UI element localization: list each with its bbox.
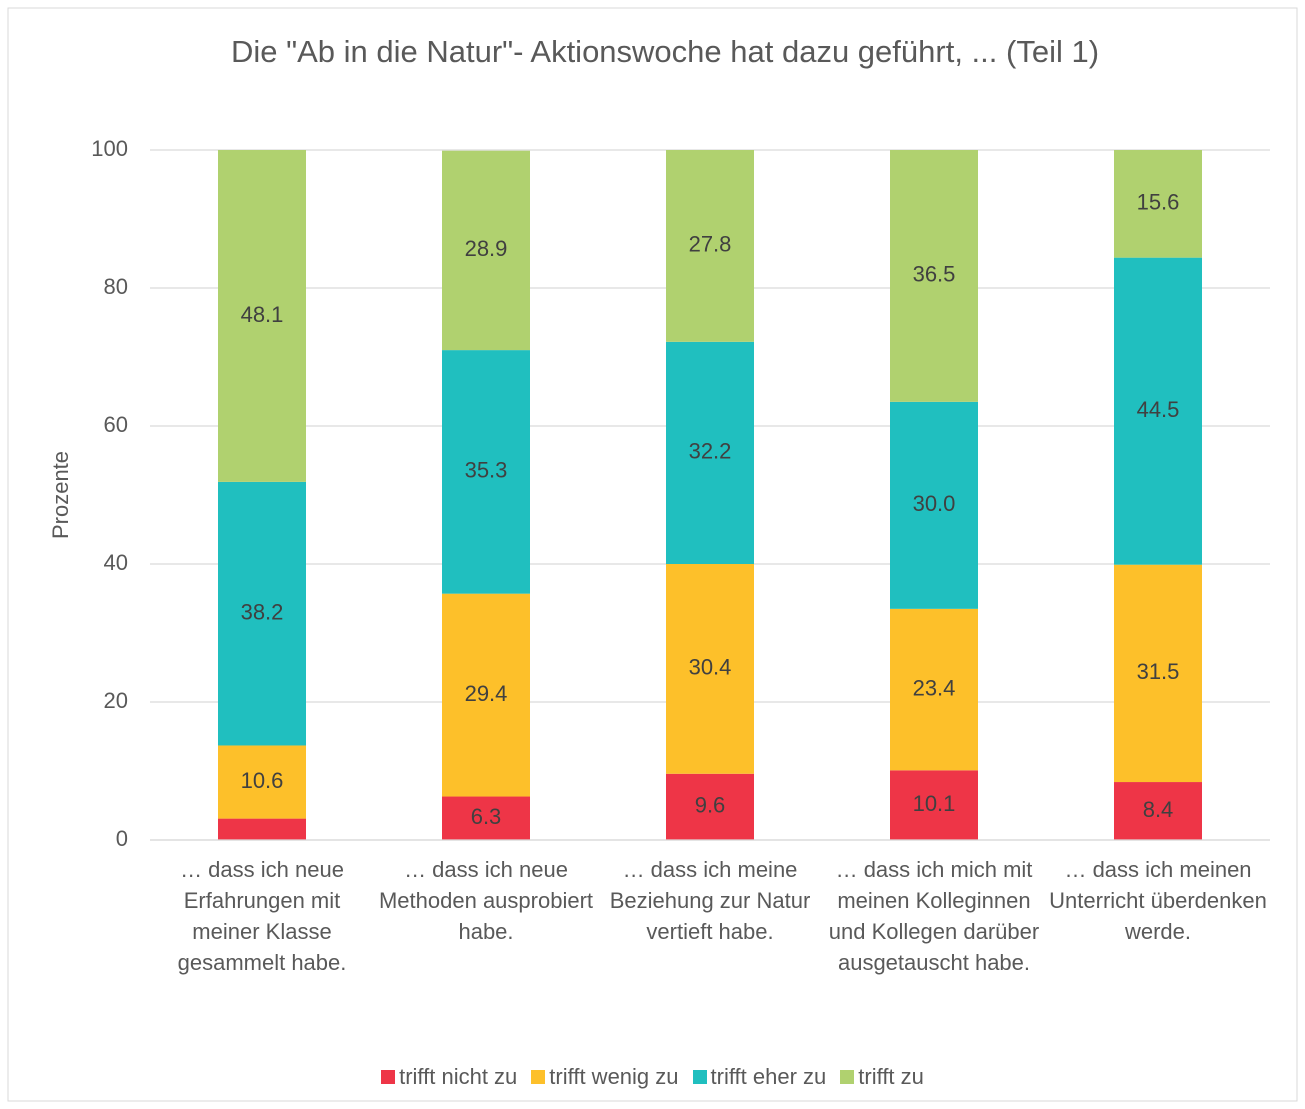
bar-segment <box>890 401 978 609</box>
y-tick-label: 80 <box>104 274 128 299</box>
data-label: 10.1 <box>913 791 956 816</box>
x-tick-label: … dass ich neue Methoden ausprobiert hab… <box>378 857 594 944</box>
data-label: 8.4 <box>1143 797 1174 822</box>
bar-segment <box>666 564 754 774</box>
data-label: 28.9 <box>465 236 508 261</box>
y-tick-label: 60 <box>104 412 128 437</box>
bar-segment <box>1114 782 1202 840</box>
x-tick-label: … dass ich meinen Unterricht überdenken … <box>1049 857 1267 944</box>
legend-item: trifft nicht zu <box>381 1064 517 1090</box>
legend-item: trifft eher zu <box>692 1064 827 1090</box>
legend-label: trifft wenig zu <box>549 1064 679 1089</box>
data-label: 32.2 <box>689 439 732 464</box>
x-tick-box: … dass ich meinen Unterricht überdenken … <box>1049 857 1267 944</box>
bar-segment <box>218 150 306 482</box>
legend-swatch <box>531 1070 546 1084</box>
data-label: 10.6 <box>241 768 284 793</box>
data-label: 30.4 <box>689 655 732 680</box>
legend-swatch <box>692 1070 707 1084</box>
legend-swatch <box>840 1070 855 1084</box>
x-tick-label: … dass ich meine Beziehung zur Natur ver… <box>609 857 811 944</box>
data-label: 30.0 <box>913 491 956 516</box>
data-label: 48.1 <box>241 302 284 327</box>
y-tick-label: 0 <box>116 826 128 851</box>
chart-title: Die "Ab in die Natur"- Aktionswoche hat … <box>230 34 1100 69</box>
bar-segment <box>890 770 978 840</box>
x-tick-box: … dass ich neue Erfahrungen mit meiner K… <box>177 857 347 975</box>
legend-label: trifft eher zu <box>710 1064 827 1089</box>
bar-segment <box>442 593 530 797</box>
bar-segment <box>890 608 978 771</box>
y-tick-label: 100 <box>91 136 128 161</box>
legend-label: trifft nicht zu <box>399 1064 518 1089</box>
data-label: 31.5 <box>1137 659 1180 684</box>
data-label: 6.3 <box>471 804 502 829</box>
bar-segment <box>218 481 306 746</box>
legend-label: trifft zu <box>858 1064 924 1089</box>
bar-segment <box>666 773 754 840</box>
bar-segment <box>890 150 978 402</box>
bar-segment <box>442 796 530 840</box>
bar-segment <box>1114 564 1202 783</box>
bar-segment <box>218 745 306 819</box>
legend: trifft nicht zu trifft wenig zu trifft ehe… <box>20 1064 1285 1090</box>
legend-item: trifft zu <box>840 1064 924 1090</box>
y-tick-label: 20 <box>104 688 128 713</box>
data-label: 35.3 <box>465 458 508 483</box>
legend-box: trifft nicht zu trifft wenig zu trifft ehe… <box>20 1064 1285 1090</box>
data-label: 29.4 <box>465 681 508 706</box>
title-box: Die "Ab in die Natur"- Aktionswoche hat … <box>230 34 1100 69</box>
x-tick-label: … dass ich neue Erfahrungen mit meiner K… <box>177 857 347 975</box>
x-tick-box: … dass ich mich mit meinen Kolleginnen u… <box>828 857 1040 975</box>
bar-segment <box>666 341 754 564</box>
bar-segment <box>218 818 306 840</box>
bar-segment <box>666 150 754 342</box>
data-label: 15.6 <box>1137 190 1180 215</box>
x-tick-box: … dass ich neue Methoden ausprobiert hab… <box>378 857 594 944</box>
bar-segment <box>442 150 530 351</box>
data-label: 38.2 <box>241 599 284 624</box>
x-tick-box: … dass ich meine Beziehung zur Natur ver… <box>609 857 811 944</box>
bar-segment <box>1114 257 1202 565</box>
data-label: 36.5 <box>913 262 956 287</box>
data-label: 23.4 <box>913 675 956 700</box>
data-label: 44.5 <box>1137 397 1180 422</box>
y-tick-label: 40 <box>104 550 128 575</box>
bar-segment <box>1114 150 1202 258</box>
y-axis-label: Prozente <box>48 451 73 539</box>
data-label: 27.8 <box>689 232 732 257</box>
x-tick-label: … dass ich mich mit meinen Kolleginnen u… <box>828 857 1040 975</box>
legend-swatch <box>381 1070 396 1084</box>
legend-item: trifft wenig zu <box>531 1064 679 1090</box>
bar-segment <box>442 350 530 594</box>
data-label: 9.6 <box>695 793 726 818</box>
